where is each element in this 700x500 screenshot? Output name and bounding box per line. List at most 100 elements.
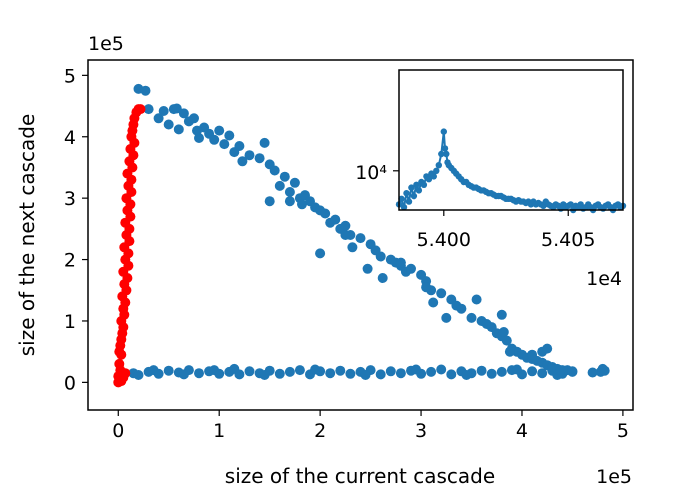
point-blue-53 (461, 370, 472, 380)
main-axes-frame (87, 59, 634, 411)
point-red-35 (118, 322, 129, 333)
inset-point-3 (403, 190, 410, 197)
point-blue-158 (428, 297, 439, 308)
point-red-42 (124, 236, 135, 247)
inset-point-12 (425, 176, 433, 183)
point-blue-142 (471, 294, 482, 305)
point-blue-33 (446, 369, 457, 380)
point-red-46 (126, 187, 137, 197)
x-tick-label-5: 5 (617, 420, 629, 442)
x-tick-label-1: 1 (213, 420, 225, 442)
x-tick-label-4: 4 (516, 420, 528, 442)
point-blue-152 (377, 273, 388, 283)
point-blue-64 (163, 119, 174, 130)
point-blue-139 (395, 257, 406, 268)
point-blue-22 (335, 365, 346, 376)
point-blue-143 (496, 309, 507, 320)
inset-point-5 (408, 184, 415, 191)
point-blue-111 (436, 288, 447, 299)
point-red-34 (116, 334, 127, 345)
point-blue-37 (486, 368, 497, 379)
point-red-29 (135, 104, 146, 115)
point-blue-157 (362, 263, 373, 274)
point-red-4 (114, 358, 125, 369)
y-tick-label-0: 0 (64, 372, 76, 394)
point-blue-28 (395, 368, 406, 379)
x-tick-label-2: 2 (314, 420, 326, 442)
point-blue-31 (426, 366, 437, 377)
point-blue-54 (511, 364, 522, 375)
point-blue-135 (264, 196, 275, 207)
point-blue-86 (284, 187, 295, 197)
inset-axes-frame (398, 69, 624, 211)
point-blue-93 (320, 208, 331, 219)
point-blue-148 (542, 343, 553, 354)
inset-series (395, 128, 627, 214)
point-blue-67 (178, 108, 189, 119)
point-blue-69 (189, 113, 199, 124)
point-blue-115 (466, 312, 477, 323)
point-blue-136 (284, 196, 295, 207)
point-blue-145 (504, 346, 515, 357)
y-tick-label-1: 1 (64, 311, 76, 333)
point-blue-74 (214, 125, 225, 136)
point-blue-21 (325, 368, 336, 379)
point-blue-81 (259, 137, 270, 148)
point-blue-84 (274, 180, 285, 191)
point-blue-47 (178, 369, 189, 380)
point-blue-79 (244, 150, 255, 161)
point-blue-76 (224, 130, 235, 141)
point-blue-27 (385, 366, 396, 377)
point-blue-12 (234, 369, 245, 380)
point-blue-26 (375, 369, 386, 380)
point-blue-151 (347, 242, 358, 253)
point-blue-156 (297, 199, 307, 210)
inset-x-ticks: 5.400 5.405 (417, 210, 595, 251)
point-red-39 (122, 273, 133, 283)
point-blue-153 (171, 103, 182, 114)
inset-point-15 (433, 167, 440, 174)
inset-point-7 (413, 181, 420, 188)
point-blue-149 (555, 365, 566, 376)
point-blue-23 (345, 368, 356, 379)
point-blue-85 (279, 171, 290, 182)
y-tick-label-3: 3 (64, 188, 76, 210)
inset-point-14 (430, 173, 437, 180)
point-red-40 (123, 260, 134, 271)
point-blue-4 (163, 365, 174, 376)
point-blue-95 (330, 214, 341, 225)
point-blue-102 (375, 251, 386, 262)
point-blue-140 (421, 282, 432, 293)
point-blue-97 (340, 220, 351, 231)
point-red-32 (120, 368, 131, 379)
inset-point-19 (441, 145, 449, 152)
point-blue-46 (148, 365, 159, 376)
point-red-49 (128, 150, 139, 161)
point-blue-36 (476, 365, 487, 376)
y-axis-label: size of the next cascade (15, 114, 39, 357)
point-blue-1 (133, 370, 144, 380)
point-blue-80 (254, 153, 265, 164)
point-blue-154 (192, 125, 202, 136)
y-tick-label-2: 2 (64, 250, 76, 272)
point-blue-13 (244, 366, 255, 377)
point-blue-17 (284, 366, 295, 377)
point-red-37 (120, 297, 131, 308)
point-red-43 (124, 223, 135, 234)
point-blue-134 (567, 366, 578, 377)
point-blue-66 (173, 124, 184, 135)
x-tick-label-3: 3 (415, 420, 427, 442)
inset-x-multiplier-label: 1e4 (586, 268, 622, 290)
point-blue-107 (406, 263, 416, 274)
point-blue-63 (158, 106, 169, 116)
inset-axes: 5.400 5.405 10⁴ 1e4 (355, 69, 627, 290)
point-red-44 (125, 211, 136, 222)
inset-x-tick-label-0: 5.400 (417, 229, 471, 251)
inset-y-tick-label-0: 10⁴ (355, 162, 387, 184)
inset-plot-area (399, 70, 623, 210)
point-blue-150 (587, 367, 598, 378)
y-tick-label-5: 5 (64, 65, 76, 87)
point-red-50 (129, 137, 140, 148)
inset-point-1 (398, 195, 405, 202)
point-blue-75 (219, 139, 230, 150)
